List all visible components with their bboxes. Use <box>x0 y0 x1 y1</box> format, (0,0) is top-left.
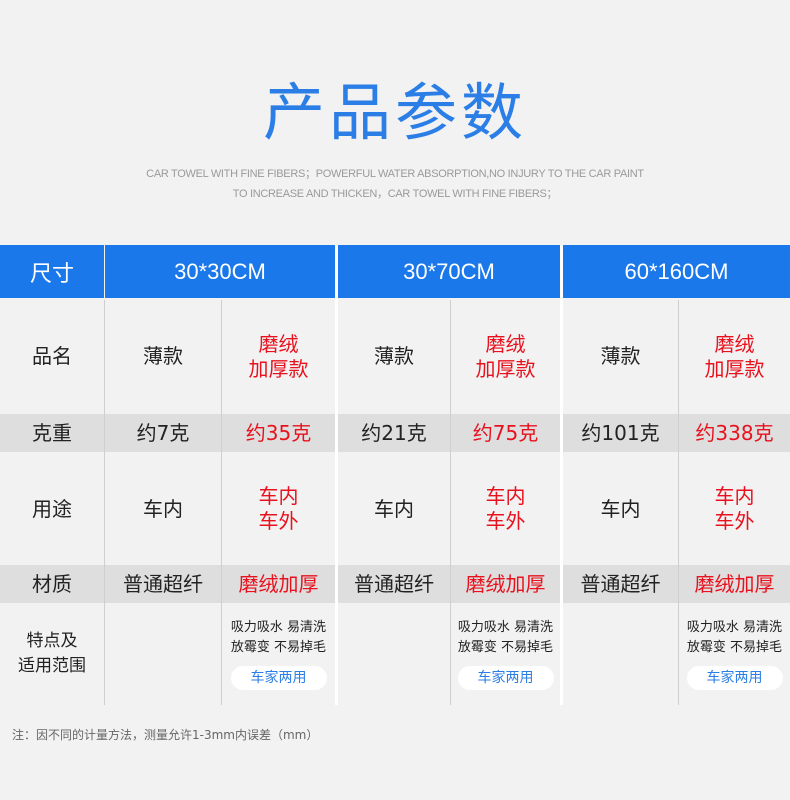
cell-text: 磨绒加厚 <box>694 571 775 596</box>
cell-text: 磨绒 <box>714 331 755 356</box>
cell-text: 加厚款 <box>475 356 536 381</box>
cell-text: 磨绒 <box>258 331 299 356</box>
divider <box>104 300 105 705</box>
material-cell: 磨绒加厚 <box>679 565 790 603</box>
cell-text: 放霉变 不易掉毛 <box>686 640 783 655</box>
cell-text: 普通超纤 <box>123 571 203 596</box>
size-header-30x30: 30*30CM <box>105 245 335 298</box>
cell-text: 车内 <box>485 484 526 508</box>
material-cell: 普通超纤 <box>105 565 221 603</box>
cell-text: 约21克 <box>361 420 427 445</box>
cell-text: 加厚款 <box>248 356 309 381</box>
usage-cell: 车内 <box>563 453 678 565</box>
subtitle-line-1: CAR TOWEL WITH FINE FIBERS；POWERFUL WATE… <box>146 168 644 180</box>
cell-text: 车内 <box>374 496 414 521</box>
label-line: 特点及 <box>26 631 78 651</box>
cell-text: 普通超纤 <box>580 571 661 596</box>
subtitle-line-2: TO INCREASE AND THICKEN，CAR TOWEL WITH F… <box>232 188 558 200</box>
name-cell: 磨绒 加厚款 <box>222 300 335 413</box>
name-cell: 薄款 <box>563 300 678 413</box>
cell-text: 吸力吸水 易清洗 <box>457 620 554 635</box>
material-cell: 磨绒加厚 <box>222 565 335 603</box>
dual-use-badge: 车家两用 <box>230 666 327 690</box>
cell-text: 约35克 <box>245 420 312 445</box>
material-row-band <box>0 565 790 603</box>
size-header-60x160: 60*160CM <box>563 245 790 298</box>
features-cell: 吸力吸水 易清洗 放霉变 不易掉毛车家两用 <box>222 603 335 705</box>
footnote: 注：因不同的计量方法，测量允许1-3mm内误差（mm） <box>12 728 319 742</box>
cell-text: 车内 <box>143 496 183 521</box>
cell-text: 车内 <box>600 496 641 521</box>
dual-use-badge: 车家两用 <box>457 666 554 690</box>
cell-text: 车内 <box>714 484 755 508</box>
cell-text: 吸力吸水 易清洗 <box>230 620 327 635</box>
cell-text: 车外 <box>258 509 299 533</box>
name-cell: 薄款 <box>338 300 450 413</box>
divider <box>450 300 451 705</box>
cell-text: 车外 <box>714 509 755 533</box>
cell-text: 吸力吸水 易清洗 <box>686 620 783 635</box>
row-label-weight: 克重 <box>32 420 72 445</box>
cell-text: 车外 <box>485 509 526 533</box>
material-cell: 普通超纤 <box>563 565 678 603</box>
cell-text: 车内 <box>258 484 299 508</box>
usage-cell: 车内 车外 <box>451 453 560 565</box>
row-label-material: 材质 <box>32 571 72 596</box>
label-line: 适用范围 <box>18 656 86 676</box>
cell-text: 放霉变 不易掉毛 <box>230 640 327 655</box>
material-cell: 磨绒加厚 <box>451 565 560 603</box>
row-label-usage: 用途 <box>32 496 72 521</box>
weight-row-band <box>0 414 790 452</box>
features-cell: 吸力吸水 易清洗 放霉变 不易掉毛车家两用 <box>679 603 790 705</box>
cell-text: 磨绒加厚 <box>465 571 546 596</box>
cell-text: 薄款 <box>600 344 641 368</box>
usage-cell: 车内 车外 <box>222 453 335 565</box>
weight-cell: 约338克 <box>679 414 790 452</box>
divider <box>221 300 222 705</box>
cell-text: 约338克 <box>695 420 774 445</box>
divider <box>678 300 679 705</box>
weight-cell: 约7克 <box>105 414 221 452</box>
page-title: 产品参数 <box>262 76 527 149</box>
name-cell: 薄款 <box>105 300 221 413</box>
row-label-features: 特点及 适用范围 <box>0 603 104 705</box>
weight-cell: 约101克 <box>563 414 678 452</box>
group-divider <box>335 245 338 705</box>
cell-text: 约75克 <box>472 420 539 445</box>
cell-text: 薄款 <box>143 344 183 368</box>
usage-cell: 车内 <box>105 453 221 565</box>
usage-cell: 车内 车外 <box>679 453 790 565</box>
cell-text: 磨绒加厚 <box>238 571 319 596</box>
name-cell: 磨绒 加厚款 <box>451 300 560 413</box>
material-cell: 普通超纤 <box>338 565 450 603</box>
row-label-name: 品名 <box>32 344 72 368</box>
weight-cell: 约35克 <box>222 414 335 452</box>
size-header-30x70: 30*70CM <box>338 245 560 298</box>
cell-text: 约101克 <box>581 420 660 445</box>
weight-cell: 约75克 <box>451 414 560 452</box>
weight-cell: 约21克 <box>338 414 450 452</box>
cell-text: 薄款 <box>374 344 414 368</box>
name-cell: 磨绒 加厚款 <box>679 300 790 413</box>
cell-text: 约7克 <box>136 420 190 445</box>
group-divider <box>560 245 563 705</box>
cell-text: 加厚款 <box>704 356 765 381</box>
cell-text: 普通超纤 <box>354 571 434 596</box>
cell-text: 放霉变 不易掉毛 <box>457 640 554 655</box>
dual-use-badge: 车家两用 <box>686 666 783 690</box>
size-header-label: 尺寸 <box>0 245 104 298</box>
features-cell: 吸力吸水 易清洗 放霉变 不易掉毛车家两用 <box>451 603 560 705</box>
usage-cell: 车内 <box>338 453 450 565</box>
cell-text: 磨绒 <box>485 331 526 356</box>
